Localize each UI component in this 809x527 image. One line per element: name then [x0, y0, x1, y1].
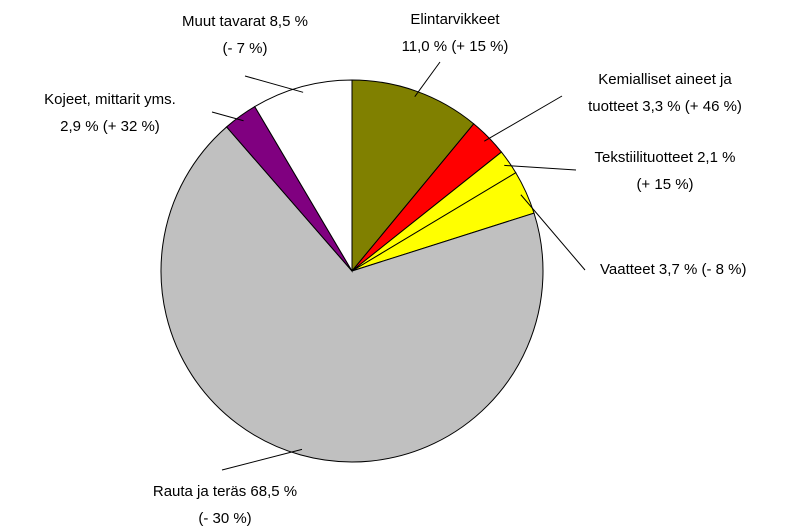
data-label: tuotteet 3,3 % (+ 46 %) [588, 98, 742, 115]
pie-slice [351, 79, 475, 273]
data-label: (- 7 %) [223, 40, 268, 57]
leader-line [520, 194, 586, 271]
data-label: (+ 15 %) [636, 176, 693, 193]
data-label: Rauta ja teräs 68,5 % [153, 483, 297, 500]
leader-line [504, 164, 577, 171]
data-label: Kemialliset aineet ja [598, 71, 732, 88]
data-label: (- 30 %) [198, 510, 251, 527]
leader-line [221, 448, 303, 471]
data-label: Elintarvikkeet [410, 11, 500, 28]
leader-line [483, 95, 563, 142]
data-label: 11,0 % (+ 15 %) [402, 38, 509, 55]
data-label: Kojeet, mittarit yms. [44, 91, 176, 108]
data-label: 2,9 % (+ 32 %) [60, 118, 160, 135]
leader-line [244, 75, 304, 93]
pie-slice [254, 79, 353, 273]
data-label: Vaatteet 3,7 % (- 8 %) [600, 261, 746, 278]
data-label: Tekstiilituotteet 2,1 % [595, 149, 736, 166]
leader-line [414, 61, 441, 97]
pie-slice [160, 126, 544, 463]
data-label: Muut tavarat 8,5 % [182, 13, 308, 30]
leader-line [211, 111, 244, 122]
